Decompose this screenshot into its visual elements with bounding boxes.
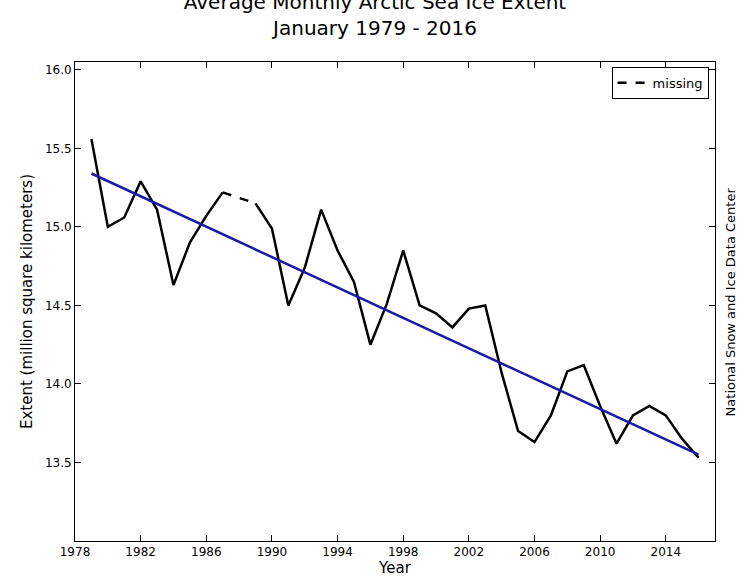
svg-text:National Snow and Ice Data Cen: National Snow and Ice Data Center: [723, 188, 738, 417]
svg-text:14.5: 14.5: [45, 299, 72, 313]
svg-text:1998: 1998: [388, 545, 419, 559]
svg-text:1978: 1978: [60, 545, 91, 559]
svg-text:Average Monthly Arctic Sea Ice: Average Monthly Arctic Sea Ice ExtentJan…: [184, 0, 567, 40]
svg-text:13.5: 13.5: [45, 456, 72, 470]
svg-text:Extent (million square kilomet: Extent (million square kilometers): [18, 174, 36, 429]
svg-text:15.0: 15.0: [45, 220, 72, 234]
svg-text:15.5: 15.5: [45, 142, 72, 156]
svg-text:2006: 2006: [519, 545, 550, 559]
svg-text:Year: Year: [378, 559, 412, 577]
svg-text:16.0: 16.0: [45, 63, 72, 77]
svg-text:1994: 1994: [322, 545, 353, 559]
svg-text:14.0: 14.0: [45, 377, 72, 391]
svg-text:2014: 2014: [650, 545, 681, 559]
svg-text:1982: 1982: [125, 545, 156, 559]
svg-text:2010: 2010: [585, 545, 616, 559]
svg-text:1990: 1990: [257, 545, 288, 559]
svg-text:missing: missing: [653, 76, 703, 91]
svg-text:1986: 1986: [191, 545, 222, 559]
svg-text:2002: 2002: [454, 545, 485, 559]
